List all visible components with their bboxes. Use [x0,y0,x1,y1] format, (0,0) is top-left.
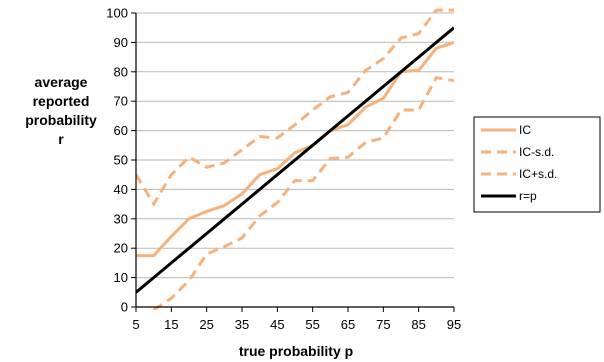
x-axis-title: true probability p [239,343,353,359]
x-tick-label: 65 [341,317,355,332]
series-line-ic-s-d [136,8,454,208]
y-tick-label: 80 [114,64,128,79]
x-tick-label: 45 [270,317,284,332]
x-tick-label: 35 [235,317,249,332]
y-tick-label: 20 [114,241,128,256]
y-axis-title-line-4: r [58,131,64,147]
x-tick-label: 15 [164,317,178,332]
y-tick-label: 0 [121,300,128,315]
y-tick-label: 30 [114,211,128,226]
y-axis-title: average reported probability r [25,74,97,147]
x-tick-label: 75 [376,317,390,332]
legend-label-ic: IC [519,123,531,137]
x-tick-label: 95 [447,317,461,332]
legend-label-ic-plus-sd: IC+s.d. [519,167,557,181]
x-tick-label: 5 [132,317,139,332]
y-tick-label: 10 [114,270,128,285]
x-tick-label: 55 [305,317,319,332]
series-line-r-equals-p [136,26,454,294]
y-tick-label: 100 [106,6,128,21]
y-axis-title-line-1: average [35,74,88,90]
y-tick-label: 90 [114,35,128,50]
y-axis-title-line-3: probability [25,112,97,128]
series-line-ic-plus-s-d [152,76,454,310]
legend-label-ic-minus-sd: IC-s.d. [519,145,554,159]
series-line-ic [136,40,454,258]
y-tick-label: 70 [114,94,128,109]
y-tick-label: 40 [114,182,128,197]
x-tick-label: 85 [411,317,425,332]
y-tick-label: 50 [114,153,128,168]
y-tick-label: 60 [114,123,128,138]
legend: IC IC-s.d. IC+s.d. r=p [473,116,601,213]
legend-label-r-equals-p: r=p [519,189,537,203]
x-tick-label: 25 [199,317,213,332]
y-axis-title-line-2: reported [33,93,90,109]
